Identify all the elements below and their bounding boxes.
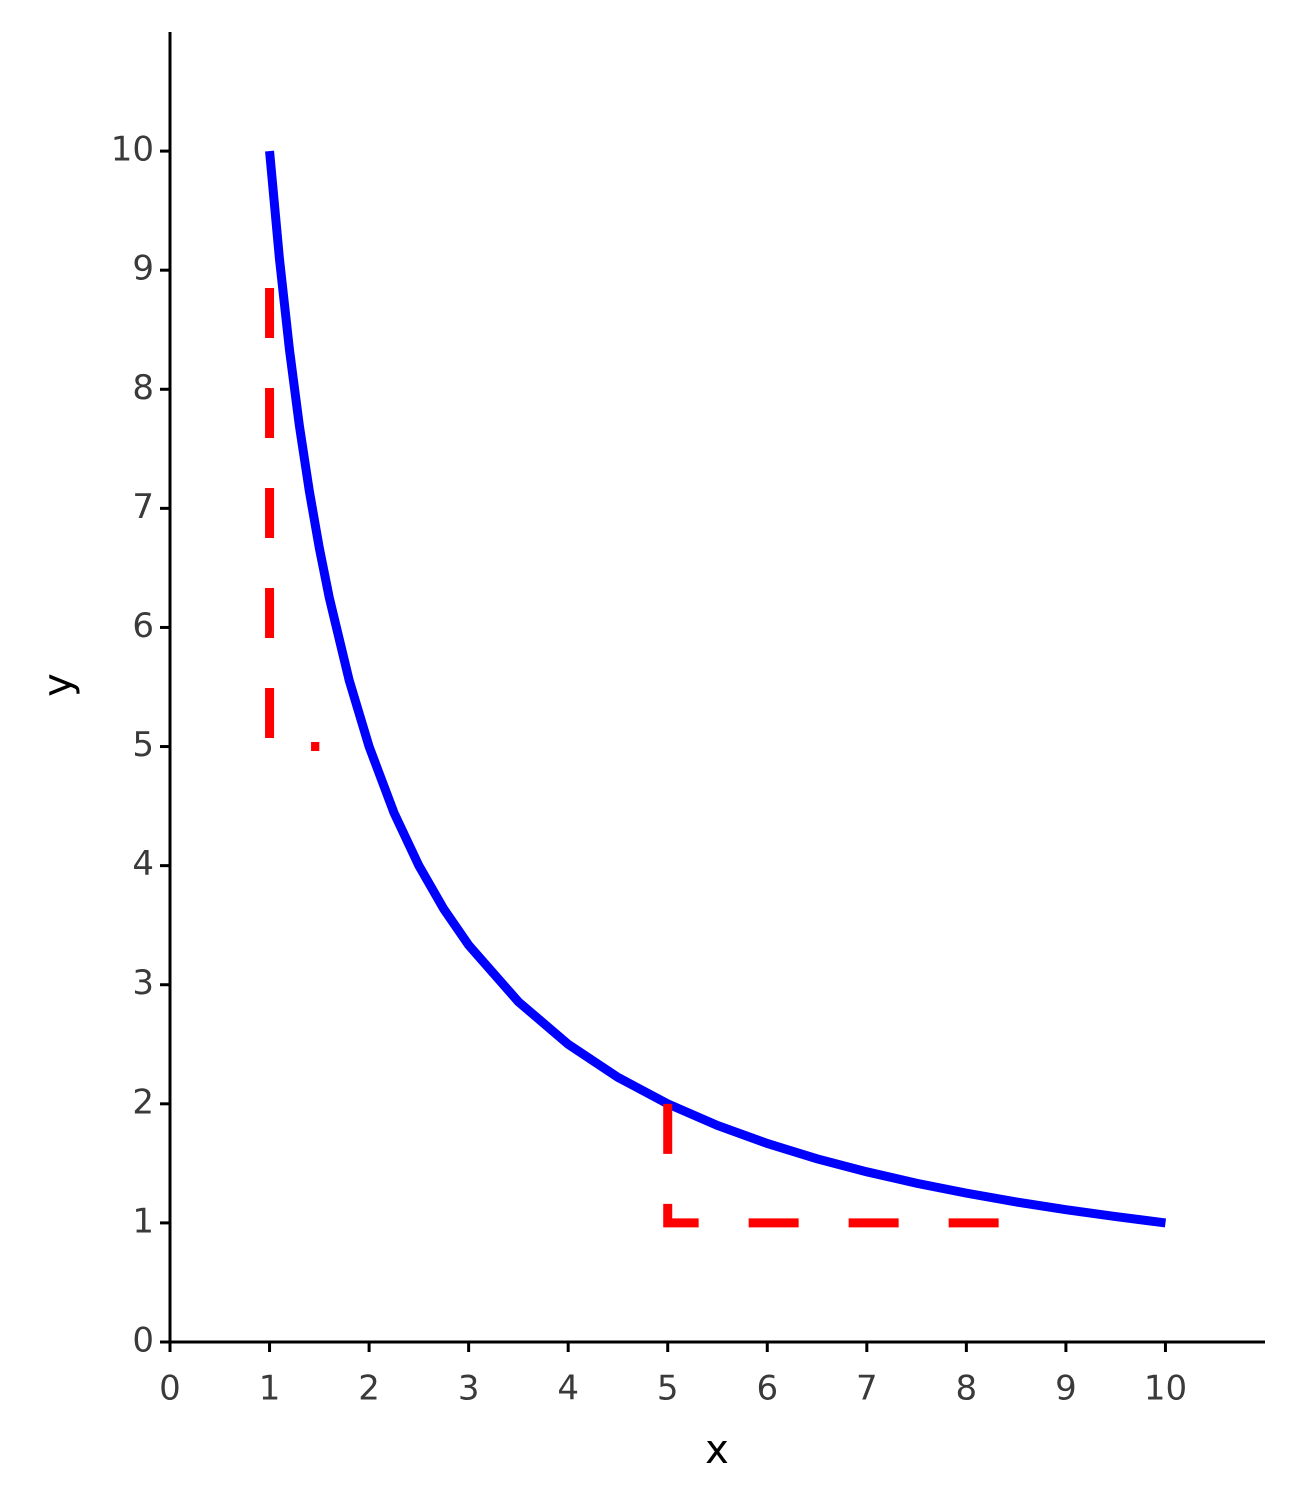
y-tick-label: 3 [132,963,154,1003]
y-axis-title: y [35,673,81,697]
x-tick-label: 9 [1055,1369,1077,1409]
y-tick-label: 0 [132,1321,154,1361]
y-tick-label: 6 [132,606,154,646]
y-tick-label: 5 [132,725,154,765]
x-tick-label: 2 [358,1369,380,1409]
x-tick-label: 0 [159,1369,181,1409]
x-tick-label: 7 [856,1369,878,1409]
y-tick-label: 1 [132,1201,154,1241]
x-tick-label: 5 [657,1369,679,1409]
x-tick-label: 6 [756,1369,778,1409]
y-tick-label: 2 [132,1082,154,1122]
y-tick-label: 10 [111,130,154,170]
y-tick-label: 4 [132,844,154,884]
x-tick-label: 8 [956,1369,978,1409]
x-tick-label: 4 [557,1369,579,1409]
y-tick-label: 9 [132,249,154,289]
x-tick-label: 10 [1144,1369,1187,1409]
x-axis-title: x [705,1427,729,1473]
x-tick-label: 1 [259,1369,281,1409]
x-tick-label: 3 [458,1369,480,1409]
y-tick-label: 8 [132,368,154,408]
series-line [265,150,1167,1228]
series-line [663,1103,1027,1228]
y-tick-label: 7 [132,487,154,527]
